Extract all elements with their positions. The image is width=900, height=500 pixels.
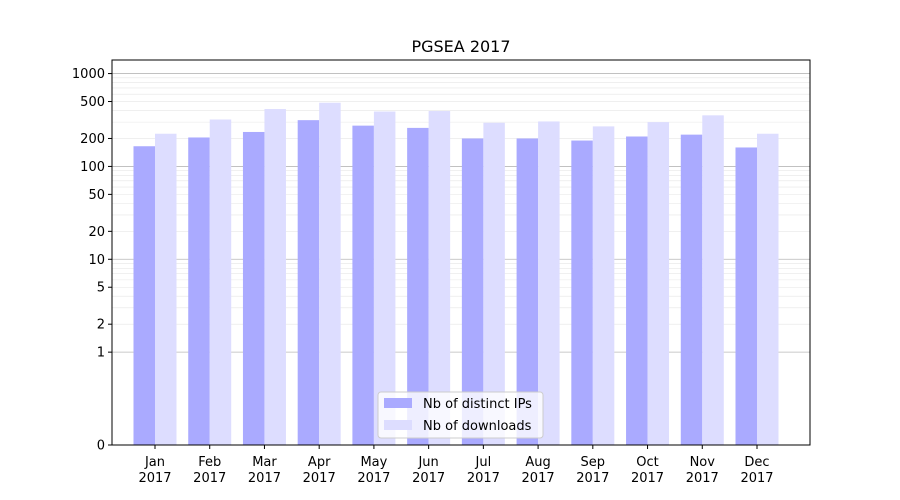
legend-label-downloads: Nb of downloads [423, 419, 532, 434]
x-tick-label: 2017 [686, 471, 719, 486]
bar-downloads [702, 115, 724, 445]
bar-distinct-ips [352, 125, 374, 445]
x-tick-label: Jul [475, 455, 492, 470]
y-tick-label: 500 [80, 95, 105, 110]
legend-box [377, 391, 544, 439]
bar-downloads [209, 119, 232, 445]
bars-layer [133, 102, 779, 446]
y-tick-label: 100 [80, 160, 105, 175]
x-tick-label: Apr [308, 455, 331, 470]
y-axis: 0 1 2 5 10 20 50 100 200 500 1000 [72, 67, 112, 454]
bar-downloads [757, 133, 779, 445]
x-tick-label: Jan [144, 455, 165, 470]
y-tick-label: 1000 [72, 67, 105, 82]
x-tick-label: 2017 [467, 471, 500, 486]
x-tick-label: 2017 [576, 471, 609, 486]
bar-distinct-ips [461, 138, 484, 445]
bar-downloads [592, 126, 615, 445]
x-tick-label: Aug [525, 455, 550, 470]
bar-distinct-ips [297, 120, 320, 446]
bar-distinct-ips [626, 136, 648, 445]
x-tick-label: May [360, 455, 387, 470]
bar-downloads [373, 111, 396, 445]
y-tick-label: 200 [80, 132, 105, 147]
x-tick-label: 2017 [193, 471, 226, 486]
y-tick-label: 50 [88, 188, 105, 203]
bar-downloads [319, 102, 341, 445]
x-tick-label: 2017 [138, 471, 171, 486]
chart-title: PGSEA 2017 [411, 37, 510, 56]
y-tick-label: 10 [88, 253, 105, 268]
x-tick-label: 2017 [522, 471, 555, 486]
bar-distinct-ips [680, 134, 703, 445]
x-tick-label: Feb [198, 455, 221, 470]
legend-swatch-downloads [384, 420, 412, 430]
bar-distinct-ips [407, 127, 429, 445]
bar-downloads [647, 122, 670, 446]
bar-downloads [538, 121, 560, 445]
x-tick-label: Dec [744, 455, 769, 470]
bar-downloads [428, 111, 451, 445]
bar-downloads [155, 133, 177, 445]
legend-label-ips: Nb of distinct IPs [423, 397, 532, 412]
bar-downloads [483, 122, 505, 445]
bar-distinct-ips [242, 131, 265, 445]
x-tick-label: 2017 [303, 471, 336, 486]
bar-distinct-ips [516, 138, 539, 445]
y-tick-label: 0 [97, 439, 105, 454]
bar-distinct-ips [188, 137, 210, 445]
y-tick-label: 2 [97, 318, 105, 333]
x-tick-label: 2017 [631, 471, 664, 486]
x-tick-label: Nov [690, 455, 716, 470]
x-axis: Jan2017Feb2017Mar2017Apr2017May2017Jun20… [138, 445, 774, 486]
plot-frame [111, 59, 811, 446]
x-tick-label: 2017 [740, 471, 773, 486]
y-tick-label: 1 [97, 346, 105, 361]
bar-distinct-ips [571, 140, 593, 445]
bar-distinct-ips [133, 146, 155, 445]
x-tick-label: 2017 [248, 471, 281, 486]
x-tick-label: 2017 [357, 471, 390, 486]
y-tick-label: 5 [97, 281, 105, 296]
x-tick-label: Mar [252, 455, 277, 470]
y-tick-label: 20 [88, 225, 105, 240]
bar-downloads [264, 109, 286, 445]
x-tick-label: 2017 [412, 471, 445, 486]
legend-swatch-ips [384, 398, 412, 408]
x-tick-label: Oct [636, 455, 658, 470]
x-tick-label: Sep [581, 455, 606, 470]
x-tick-label: Jun [417, 455, 438, 470]
legend: Nb of distinct IPs Nb of downloads [377, 391, 544, 439]
bar-distinct-ips [735, 147, 757, 445]
